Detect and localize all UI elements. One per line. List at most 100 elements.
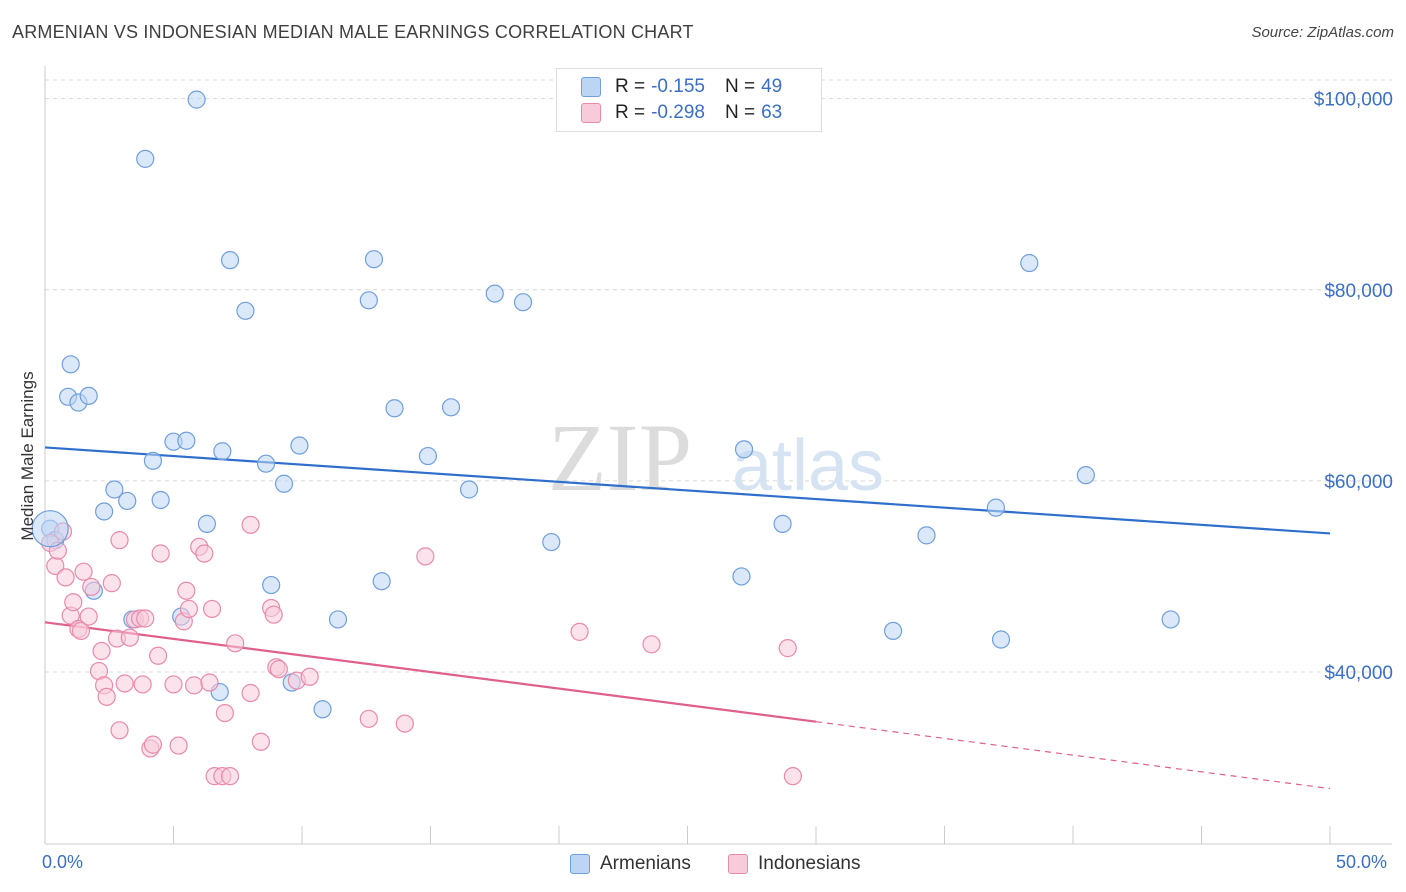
data-point-armenians xyxy=(118,491,137,511)
data-point-indonesians xyxy=(241,683,260,703)
data-point-armenians xyxy=(364,250,384,269)
data-point-armenians xyxy=(732,567,751,586)
data-point-indonesians xyxy=(120,628,139,647)
trend-line-indonesians xyxy=(44,621,817,723)
data-point-armenians xyxy=(213,442,232,461)
legend-row-armenians: R = -0.155 N = 49 xyxy=(581,75,782,99)
legend-r-label: R = xyxy=(615,76,646,97)
bottom-legend-label-indonesians: Indonesians xyxy=(758,853,861,874)
legend-n-label: N = xyxy=(724,76,756,97)
y-axis-title: Median Male Earnings xyxy=(18,371,37,541)
y-tick-label: $60,000 xyxy=(1324,472,1393,493)
data-point-armenians xyxy=(1020,253,1039,273)
legend-swatch-armenians xyxy=(581,77,601,97)
bottom-legend-indonesians: Indonesians xyxy=(728,852,860,876)
data-point-armenians xyxy=(61,355,80,374)
y-tick-labels: $40,000 $60,000 $80,000 $100,000 xyxy=(1314,90,1393,684)
data-point-armenians xyxy=(328,610,348,629)
source-label: Source: ZipAtlas.com xyxy=(1251,24,1394,41)
data-point-indonesians xyxy=(177,581,196,600)
data-point-indonesians xyxy=(74,562,93,581)
data-point-indonesians xyxy=(200,673,219,692)
data-point-armenians xyxy=(143,451,163,470)
data-point-indonesians xyxy=(220,767,240,786)
data-point-armenians xyxy=(95,502,114,521)
legend-swatch-indonesians xyxy=(581,103,601,123)
data-point-indonesians xyxy=(82,577,101,597)
data-point-indonesians xyxy=(395,714,414,733)
data-point-indonesians xyxy=(416,547,435,566)
gridlines xyxy=(45,79,1392,673)
data-point-indonesians xyxy=(184,676,204,695)
data-point-armenians-large xyxy=(31,510,69,548)
bottom-legend-swatch-armenians xyxy=(570,854,590,874)
data-point-indonesians xyxy=(202,599,222,619)
data-point-armenians xyxy=(359,291,378,310)
data-point-indonesians xyxy=(115,674,134,693)
stats-legend: R = -0.155 N = 49 R = -0.298 N = 63 xyxy=(556,68,822,132)
data-point-indonesians xyxy=(570,622,589,641)
data-point-indonesians xyxy=(102,574,121,593)
data-point-indonesians xyxy=(143,735,163,754)
bottom-legend-swatch-indonesians xyxy=(728,854,748,874)
data-point-armenians xyxy=(372,572,391,591)
y-tick-label: $80,000 xyxy=(1324,281,1393,302)
data-point-indonesians xyxy=(164,675,183,694)
data-point-armenians xyxy=(274,474,294,493)
data-point-armenians xyxy=(485,284,504,303)
data-point-indonesians xyxy=(783,767,802,786)
data-point-armenians xyxy=(917,526,936,545)
data-point-armenians xyxy=(734,440,754,459)
data-point-armenians xyxy=(773,514,792,533)
data-point-indonesians xyxy=(110,721,129,740)
data-point-armenians xyxy=(290,436,309,455)
data-point-armenians xyxy=(236,301,255,320)
data-point-armenians xyxy=(197,514,217,533)
data-point-armenians xyxy=(262,575,281,595)
data-points xyxy=(31,90,1180,786)
data-point-armenians xyxy=(136,149,155,168)
legend-n-label: N = xyxy=(724,102,756,123)
data-point-armenians xyxy=(441,398,461,417)
data-point-indonesians xyxy=(215,703,234,723)
data-point-armenians xyxy=(418,446,438,466)
data-point-armenians xyxy=(991,630,1011,649)
legend-r-label: R = xyxy=(615,102,646,123)
data-point-indonesians xyxy=(56,568,75,587)
data-point-indonesians xyxy=(97,687,116,706)
axes xyxy=(44,66,1392,845)
data-point-armenians xyxy=(459,480,479,499)
data-point-armenians xyxy=(256,454,276,473)
bottom-legend-armenians: Armenians xyxy=(570,852,691,876)
x-tick-label-min: 0.0% xyxy=(42,852,84,872)
legend-n-value: 63 xyxy=(761,102,783,123)
chart-title: ARMENIAN VS INDONESIAN MEDIAN MALE EARNI… xyxy=(12,22,694,42)
data-point-indonesians xyxy=(169,736,188,755)
data-point-indonesians xyxy=(359,709,378,728)
data-point-armenians xyxy=(513,293,533,312)
data-point-armenians xyxy=(1076,466,1095,485)
data-point-indonesians xyxy=(64,593,83,612)
y-tick-label: $40,000 xyxy=(1324,663,1393,684)
data-point-indonesians xyxy=(179,599,199,619)
data-point-indonesians xyxy=(92,641,111,661)
x-tick-label-max: 50.0% xyxy=(1336,852,1388,872)
legend-r-value: -0.155 xyxy=(651,76,705,97)
data-point-armenians xyxy=(1161,610,1180,629)
data-point-armenians xyxy=(385,399,404,418)
y-tick-label: $100,000 xyxy=(1314,90,1393,111)
data-point-armenians xyxy=(220,251,240,270)
legend-row-indonesians: R = -0.298 N = 63 xyxy=(581,101,782,125)
data-point-indonesians xyxy=(148,646,168,665)
data-point-indonesians xyxy=(226,634,245,653)
data-point-indonesians xyxy=(642,635,661,654)
data-point-armenians xyxy=(177,431,196,450)
data-point-indonesians xyxy=(151,544,170,563)
data-point-armenians xyxy=(187,90,206,109)
watermark-zip: ZIP xyxy=(548,404,692,511)
data-point-indonesians xyxy=(300,667,319,686)
bottom-legend-label-armenians: Armenians xyxy=(600,853,691,874)
data-point-indonesians xyxy=(110,531,129,550)
data-point-indonesians xyxy=(264,605,283,624)
data-point-armenians xyxy=(105,480,124,499)
